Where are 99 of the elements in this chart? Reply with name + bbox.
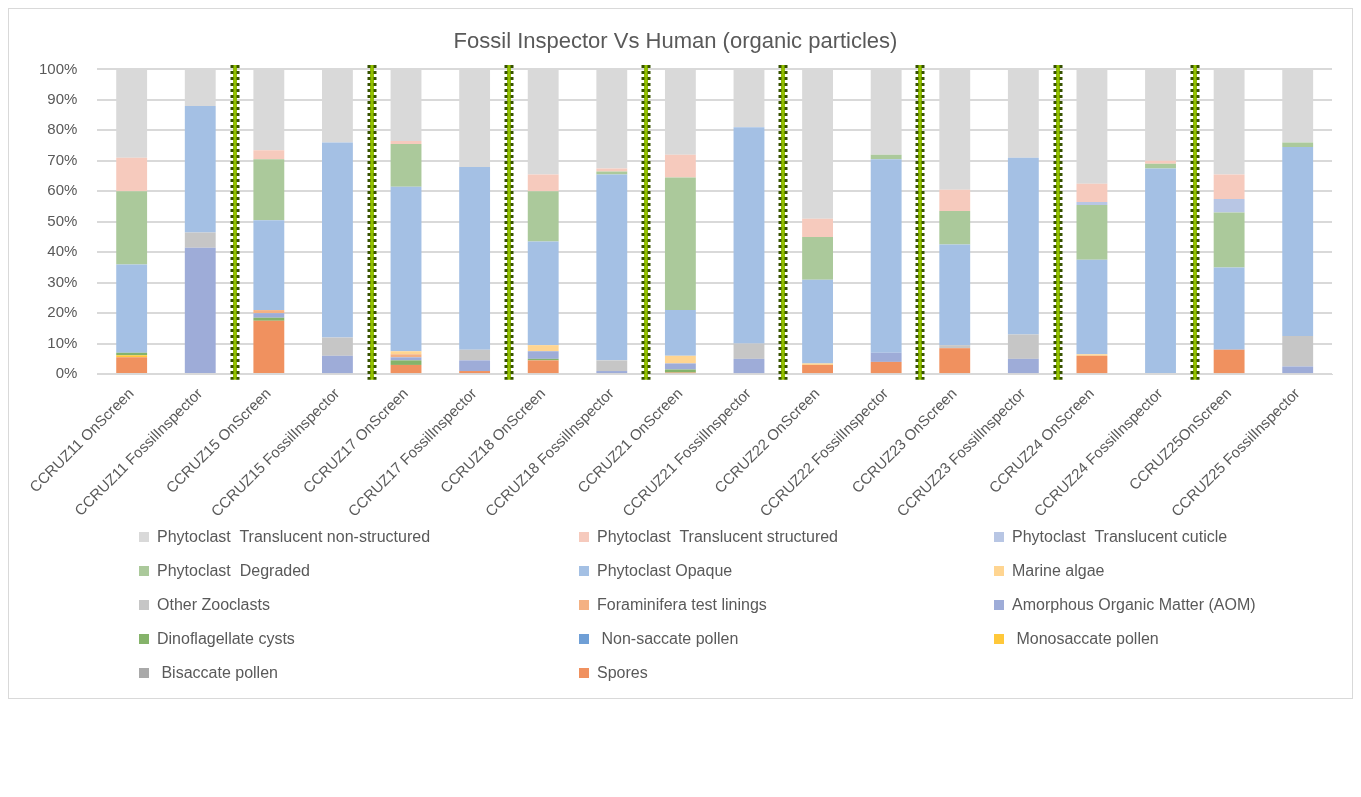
bar: [1007, 358, 1039, 374]
bar: [253, 220, 285, 311]
bar: [253, 317, 285, 321]
bar: [527, 351, 559, 359]
bar: [733, 127, 765, 344]
bar: [1076, 259, 1108, 355]
legend-label: Phytoclast Translucent non-structured: [157, 528, 431, 546]
y-tick-label: 80%: [47, 120, 78, 138]
bar: [184, 247, 216, 374]
bar: [802, 218, 833, 237]
bar: [390, 360, 422, 365]
bar: [1213, 349, 1245, 374]
bar: [733, 358, 765, 374]
bar: [1213, 267, 1245, 350]
y-tick-label: 70%: [47, 150, 78, 168]
bar: [390, 364, 422, 374]
bar: [116, 264, 148, 353]
y-tick-label: 60%: [47, 181, 78, 199]
y-tick-label: 90%: [47, 90, 78, 108]
bar: [596, 371, 628, 374]
y-tick-label: 100%: [38, 59, 78, 77]
bar: [1282, 366, 1314, 374]
bar: [253, 310, 285, 314]
bar: [1145, 160, 1176, 164]
legend-label: Spores: [597, 664, 648, 682]
y-tick-label: 30%: [47, 272, 78, 290]
bar: [596, 360, 628, 372]
legend-label: Phytoclast Translucent cuticle: [1012, 528, 1228, 546]
bar: [527, 241, 559, 346]
bar: [664, 177, 696, 311]
bar: [870, 159, 902, 353]
y-tick-label: 20%: [47, 303, 78, 321]
bar: [939, 211, 971, 245]
legend-label: Phytoclast Translucent structured: [597, 528, 838, 546]
bar: [527, 191, 559, 242]
bar: [1213, 212, 1245, 268]
bar: [664, 310, 696, 356]
bar: [459, 349, 491, 361]
bar: [1213, 198, 1245, 213]
bar: [459, 371, 491, 374]
bar: [1076, 183, 1108, 202]
bar: [253, 313, 285, 318]
bar: [664, 355, 696, 364]
bar: [802, 236, 833, 280]
bar: [1076, 201, 1108, 205]
bar: [527, 345, 559, 352]
bar: [939, 348, 971, 374]
bar: [184, 105, 216, 233]
y-tick-label: 50%: [47, 211, 78, 229]
bar: [1282, 147, 1314, 336]
legend-label: Marine algae: [1012, 562, 1105, 580]
bar: [322, 355, 353, 374]
bar: [390, 186, 422, 352]
legend-label: Amorphous Organic Matter (AOM): [1012, 596, 1256, 614]
bar: [116, 191, 148, 265]
bar: [870, 352, 902, 362]
bar: [802, 279, 833, 364]
bar: [802, 364, 833, 374]
legend-label: Foraminifera test linings: [597, 596, 767, 614]
bar: [527, 174, 559, 192]
bar: [459, 166, 491, 350]
bar: [322, 142, 353, 338]
legend-label: Phytoclast Opaque: [597, 562, 733, 580]
bar: [939, 244, 971, 346]
bar: [1282, 336, 1314, 367]
bar: [527, 360, 559, 374]
chart-title: Fossil Inspector Vs Human (organic particles): [453, 28, 898, 54]
bar: [1213, 174, 1245, 199]
bar: [1076, 355, 1108, 374]
bar: [939, 189, 971, 212]
bar: [116, 357, 148, 374]
y-tick-label: 0%: [55, 364, 78, 382]
bar: [253, 159, 285, 221]
bar: [116, 157, 148, 192]
bar: [253, 150, 285, 160]
bar: [664, 154, 696, 178]
bar: [1145, 168, 1176, 374]
bar: [870, 361, 902, 374]
legend-label: Other Zooclasts: [157, 596, 270, 614]
bar: [184, 232, 216, 248]
bar: [253, 320, 285, 374]
legend-label: Monosaccate pollen: [1015, 630, 1159, 648]
legend-label: Phytoclast Degraded: [157, 562, 310, 580]
bar: [322, 337, 353, 356]
bar: [390, 141, 422, 145]
legend-label: Non-saccate pollen: [600, 630, 739, 648]
legend-label: Bisaccate pollen: [160, 664, 278, 682]
bar: [1076, 204, 1108, 260]
bar: [459, 360, 491, 372]
bar: [1007, 334, 1039, 359]
y-tick-label: 40%: [47, 242, 78, 260]
bar: [733, 343, 765, 359]
bar: [664, 363, 696, 370]
y-tick-label: 10%: [47, 333, 78, 351]
bar: [939, 345, 971, 349]
legend-label: Dinoflagellate cysts: [157, 630, 295, 648]
bar: [390, 144, 422, 187]
bar: [1007, 157, 1039, 335]
bar: [596, 174, 628, 361]
